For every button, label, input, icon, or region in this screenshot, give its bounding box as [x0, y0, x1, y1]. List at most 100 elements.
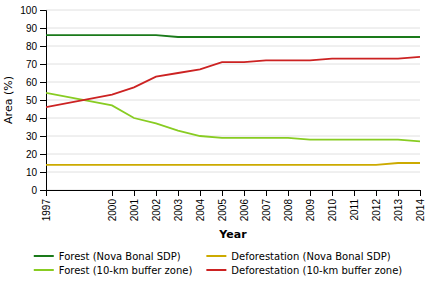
y-tick-label: 20 [26, 149, 38, 160]
y-tick-label: 0 [31, 185, 37, 196]
legend-item: Forest (10-km buffer zone) [34, 265, 193, 276]
y-tick-mark [40, 82, 46, 83]
y-tick: 50 [26, 95, 46, 106]
y-tick: 40 [26, 113, 46, 124]
x-tick: 1997 [41, 190, 52, 221]
legend-swatch [206, 255, 226, 257]
legend-label: Deforestation (Nova Bonal SDP) [231, 251, 390, 262]
x-tick-mark [200, 190, 201, 196]
legend-swatch [34, 255, 54, 257]
series-line [46, 35, 420, 37]
grid-line [46, 154, 420, 155]
y-tick: 30 [26, 131, 46, 142]
series-line [46, 163, 420, 165]
x-tick: 2006 [239, 190, 250, 221]
y-tick: 90 [26, 23, 46, 34]
y-tick-mark [40, 100, 46, 101]
x-axis: 1997200020012002200320042005200620072008… [41, 190, 426, 221]
grid-line [46, 64, 420, 65]
x-tick: 2014 [415, 190, 426, 221]
y-tick-mark [40, 28, 46, 29]
x-tick-mark [112, 190, 113, 196]
x-tick-mark [354, 190, 355, 196]
grid-line [46, 136, 420, 137]
y-axis-line [40, 11, 47, 191]
x-tick: 2007 [261, 190, 272, 221]
y-tick-mark [40, 118, 46, 119]
grid-line [46, 82, 420, 83]
y-tick-mark [40, 190, 46, 191]
x-tick: 2000 [107, 190, 118, 221]
x-tick-mark [310, 190, 311, 196]
x-tick-label: 2007 [261, 199, 272, 222]
x-tick-mark [222, 190, 223, 196]
x-tick-mark [46, 190, 47, 196]
x-tick-mark [398, 190, 399, 196]
legend-swatch [34, 269, 54, 271]
y-tick-label: 90 [26, 23, 38, 34]
y-tick: 0 [31, 185, 46, 196]
x-tick-label: 2012 [371, 199, 382, 222]
y-axis-title: Area (%) [2, 76, 15, 124]
legend-label: Forest (10-km buffer zone) [59, 265, 193, 276]
x-tick: 2012 [371, 190, 382, 221]
grid-line [46, 172, 420, 173]
y-tick-mark [40, 10, 46, 11]
legend: Forest (Nova Bonal SDP) Deforestation (No… [34, 251, 403, 276]
x-tick: 2002 [151, 190, 162, 221]
legend-label: Deforestation (10-km buffer zone) [231, 265, 402, 276]
x-tick-label: 2000 [107, 199, 118, 222]
y-tick-mark [40, 154, 46, 155]
y-tick: 70 [26, 59, 46, 70]
x-tick: 2013 [393, 190, 404, 221]
y-tick: 10 [26, 167, 46, 178]
y-tick-label: 10 [26, 167, 38, 178]
x-tick-mark [288, 190, 289, 196]
x-tick-label: 2014 [415, 199, 426, 222]
x-tick: 2009 [305, 190, 316, 221]
y-axis: 0 10 20 30 40 50 60 70 80 90 100 [20, 5, 46, 196]
x-tick-mark [244, 190, 245, 196]
x-tick: 2011 [349, 190, 360, 221]
y-tick: 60 [26, 77, 46, 88]
x-tick-label: 2013 [393, 199, 404, 222]
x-axis-title: Year [218, 228, 247, 241]
y-tick: 100 [20, 5, 46, 16]
y-tick-label: 100 [20, 5, 37, 16]
x-tick: 2010 [327, 190, 338, 221]
x-tick-label: 2006 [239, 199, 250, 222]
legend-item: Forest (Nova Bonal SDP) [34, 251, 181, 262]
chart: 0 10 20 30 40 50 60 70 80 90 100 1997 2000 2001 2002 20… [0, 0, 436, 282]
x-tick-label: 2009 [305, 199, 316, 222]
x-tick-mark [178, 190, 179, 196]
grid [46, 10, 420, 190]
x-tick-label: 1997 [41, 199, 52, 222]
y-tick-label: 50 [26, 95, 38, 106]
legend-item: Deforestation (Nova Bonal SDP) [206, 251, 390, 262]
x-tick: 2008 [283, 190, 294, 221]
x-tick-mark [266, 190, 267, 196]
y-tick-label: 70 [26, 59, 38, 70]
grid-line [46, 46, 420, 47]
y-tick-mark [40, 46, 46, 47]
legend-swatch [206, 269, 226, 271]
x-tick-mark [420, 190, 421, 196]
grid-line [46, 10, 420, 11]
grid-line [46, 28, 420, 29]
x-tick-label: 2008 [283, 199, 294, 222]
x-tick-label: 2004 [195, 199, 206, 222]
x-tick: 2005 [217, 190, 228, 221]
x-tick-mark [332, 190, 333, 196]
x-tick-label: 2001 [129, 199, 140, 222]
series-line [46, 57, 420, 107]
x-tick-mark [134, 190, 135, 196]
y-tick-label: 60 [26, 77, 38, 88]
x-tick-label: 2010 [327, 199, 338, 222]
x-tick: 2001 [129, 190, 140, 221]
y-tick-label: 80 [26, 41, 38, 52]
grid-line [46, 118, 420, 119]
y-tick-label: 40 [26, 113, 38, 124]
y-tick: 80 [26, 41, 46, 52]
grid-line [46, 100, 420, 101]
y-tick-mark [40, 172, 46, 173]
